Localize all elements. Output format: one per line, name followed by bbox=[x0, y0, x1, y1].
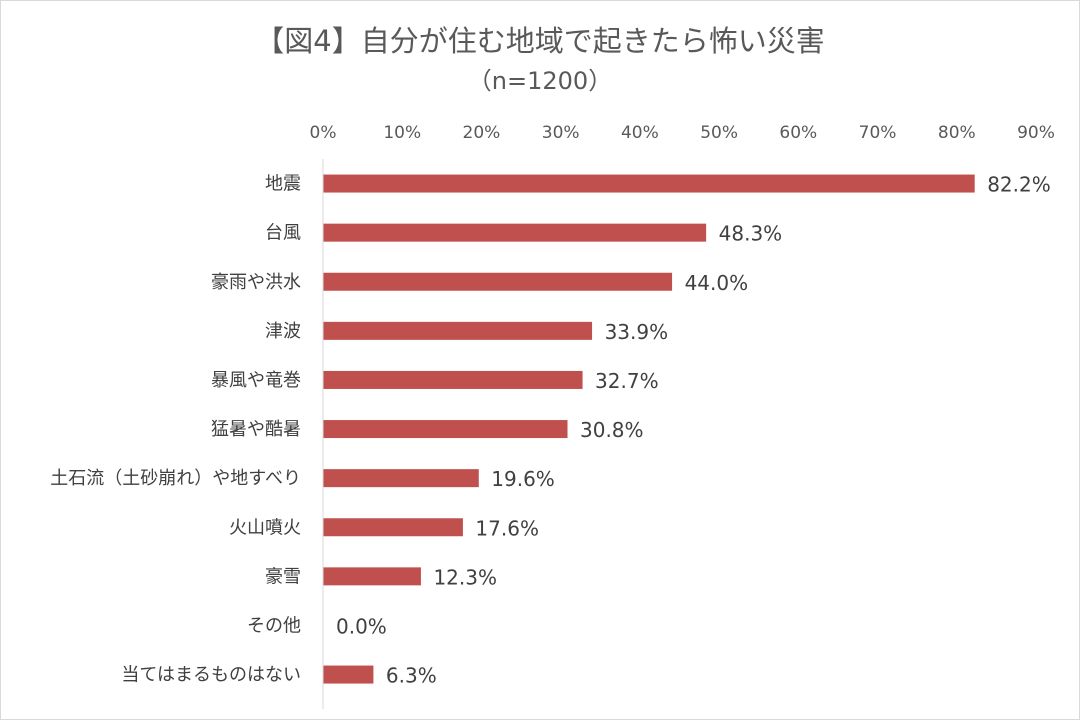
category-label: 津波 bbox=[265, 321, 301, 342]
category-labels: 地震台風豪雨や洪水津波暴風や竜巻猛暑や酷暑土石流（土砂崩れ）や地すべり火山噴火豪… bbox=[50, 174, 301, 686]
bar bbox=[323, 420, 568, 439]
x-tick-label: 40% bbox=[621, 123, 659, 143]
bar bbox=[323, 223, 707, 242]
x-tick-label: 30% bbox=[542, 123, 580, 143]
category-label: 台風 bbox=[265, 223, 301, 244]
chart-title: 【図4】自分が住む地域で起きたら怖い災害 bbox=[255, 24, 824, 58]
x-tick-label: 90% bbox=[1017, 123, 1055, 143]
data-label: 44.0% bbox=[685, 271, 749, 295]
data-label: 82.2% bbox=[987, 173, 1051, 197]
data-label: 32.7% bbox=[595, 369, 659, 393]
data-label: 30.8% bbox=[580, 418, 644, 442]
bars-group bbox=[323, 174, 975, 684]
x-tick-label: 20% bbox=[463, 123, 501, 143]
x-tick-label: 60% bbox=[779, 123, 817, 143]
bar bbox=[323, 518, 463, 537]
category-label: 地震 bbox=[265, 174, 301, 195]
data-label: 0.0% bbox=[336, 614, 387, 638]
category-label: 火山噴火 bbox=[229, 517, 301, 538]
bar bbox=[323, 370, 583, 389]
bar bbox=[323, 567, 421, 586]
bar bbox=[323, 174, 975, 193]
data-label: 17.6% bbox=[475, 516, 539, 540]
category-label: 豪雪 bbox=[265, 566, 301, 587]
x-tick-label: 50% bbox=[700, 123, 738, 143]
data-label: 48.3% bbox=[719, 222, 783, 246]
category-label: 暴風や竜巻 bbox=[211, 370, 301, 391]
data-label: 12.3% bbox=[433, 565, 497, 589]
bar bbox=[323, 665, 374, 684]
value-labels: 82.2% 48.3% 44.0% 33.9% 32.7% 30.8% 19.6% 17.6%… bbox=[336, 173, 1051, 688]
bar bbox=[323, 272, 673, 291]
x-tick-label: 80% bbox=[938, 123, 976, 143]
x-tick-label: 10% bbox=[383, 123, 421, 143]
category-label: 豪雨や洪水 bbox=[211, 272, 301, 293]
category-label: その他 bbox=[247, 615, 301, 636]
bar bbox=[323, 469, 479, 488]
x-tick-label: 0% bbox=[310, 123, 337, 143]
x-axis-ticks: 0% 10% 20% 30% 40% 50% 60% 70% 80% 90% bbox=[310, 123, 1055, 143]
x-tick-label: 70% bbox=[859, 123, 897, 143]
category-label: 土石流（土砂崩れ）や地すべり bbox=[50, 468, 301, 489]
data-label: 19.6% bbox=[491, 467, 555, 491]
chart-subtitle: （n=1200） bbox=[468, 67, 612, 95]
data-label: 6.3% bbox=[386, 664, 437, 688]
bar bbox=[323, 321, 593, 340]
category-label: 当てはまるものはない bbox=[121, 665, 301, 686]
data-label: 33.9% bbox=[605, 320, 669, 344]
category-label: 猛暑や酷暑 bbox=[211, 419, 301, 440]
